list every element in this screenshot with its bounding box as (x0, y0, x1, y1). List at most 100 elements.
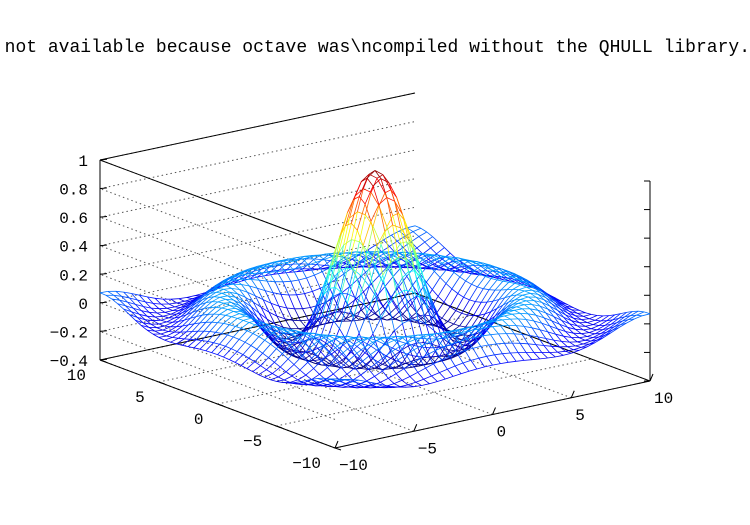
mesh-line (178, 305, 187, 311)
mesh-line (447, 267, 455, 273)
floor-grid-x (257, 326, 493, 415)
mesh-line (350, 340, 360, 347)
mesh-line (581, 318, 590, 320)
mesh-line (311, 378, 318, 380)
mesh-line (225, 283, 234, 286)
mesh-line (437, 378, 446, 382)
mesh-line (514, 281, 521, 285)
mesh-line (321, 334, 328, 337)
mesh-line (246, 330, 254, 334)
mesh-line (366, 226, 374, 251)
mesh-line (504, 343, 511, 354)
mesh-line (256, 339, 265, 350)
mesh-line (293, 329, 303, 334)
mesh-line (321, 282, 331, 297)
mesh-line (180, 309, 189, 318)
mesh-line (158, 337, 165, 341)
mesh-line (382, 365, 391, 372)
mesh-line (366, 292, 376, 314)
mesh-line (460, 332, 468, 342)
mesh-line (504, 303, 513, 312)
mesh-line (300, 258, 307, 265)
mesh-line (519, 343, 527, 353)
mesh-line (168, 303, 175, 308)
mesh-line (423, 342, 431, 357)
mesh-line (372, 342, 379, 349)
mesh-line (508, 294, 517, 303)
mesh-line (496, 297, 506, 309)
mesh-line (304, 293, 311, 308)
mesh-line (239, 272, 246, 275)
mesh-line (412, 231, 420, 237)
mesh-line (251, 279, 258, 289)
mesh-line (384, 356, 393, 364)
mesh-line (261, 266, 270, 270)
mesh-line (341, 293, 348, 312)
mesh-line (366, 313, 374, 334)
mesh-line (469, 286, 478, 301)
mesh-line (421, 282, 431, 301)
mesh-line (137, 317, 146, 321)
mesh-line (217, 301, 224, 304)
mesh-line (129, 314, 138, 318)
mesh-line (504, 273, 513, 275)
mesh-line (557, 328, 564, 337)
mesh-line (129, 297, 136, 305)
mesh-line (176, 300, 185, 304)
mesh-line (437, 336, 446, 340)
mesh-line (145, 301, 152, 309)
mesh-line (170, 298, 178, 304)
mesh-line (311, 336, 318, 342)
mesh-line (276, 326, 285, 334)
mesh-line (374, 265, 384, 283)
mesh-line (290, 333, 299, 343)
mesh-line (426, 281, 433, 290)
mesh-line (113, 294, 122, 297)
mesh-line (294, 341, 303, 351)
mesh-line (264, 373, 273, 378)
mesh-line (448, 356, 456, 367)
mesh-line (217, 315, 226, 323)
mesh-line (443, 336, 452, 339)
mesh-line (272, 332, 279, 337)
mesh-line (500, 281, 510, 291)
mesh-line (186, 295, 195, 298)
mesh-line (399, 384, 408, 387)
mesh-line (504, 295, 511, 299)
mesh-line (436, 255, 445, 260)
mesh-line (443, 331, 450, 339)
mesh-line (258, 312, 268, 320)
mesh-line (242, 345, 252, 355)
mesh-line (225, 336, 234, 347)
mesh-line (174, 325, 183, 333)
mesh-line (227, 326, 236, 336)
mesh-line (394, 323, 403, 332)
mesh-line (278, 305, 286, 319)
mesh-line (221, 307, 228, 310)
mesh-line (522, 308, 529, 315)
mesh-line (364, 203, 372, 222)
mesh-line (529, 308, 537, 316)
mesh-line (364, 348, 372, 361)
mesh-line (239, 276, 248, 280)
mesh-line (282, 326, 291, 329)
mesh-line (380, 226, 388, 245)
mesh-line (258, 374, 265, 378)
mesh-line (333, 320, 340, 329)
mesh-line (282, 280, 291, 283)
mesh-line (342, 352, 350, 361)
y-tick-mark (217, 403, 224, 407)
mesh-line (270, 336, 279, 345)
mesh-line (583, 314, 592, 317)
mesh-line (186, 297, 193, 300)
mesh-line (543, 317, 552, 322)
mesh-line (313, 332, 322, 337)
y-tick-label: 5 (135, 389, 145, 407)
mesh-line (510, 318, 517, 326)
mesh-line (407, 342, 415, 351)
mesh-line (307, 353, 316, 363)
mesh-line (279, 269, 288, 271)
mesh-line (201, 340, 208, 342)
mesh-line (284, 318, 293, 321)
mesh-line (343, 340, 350, 346)
